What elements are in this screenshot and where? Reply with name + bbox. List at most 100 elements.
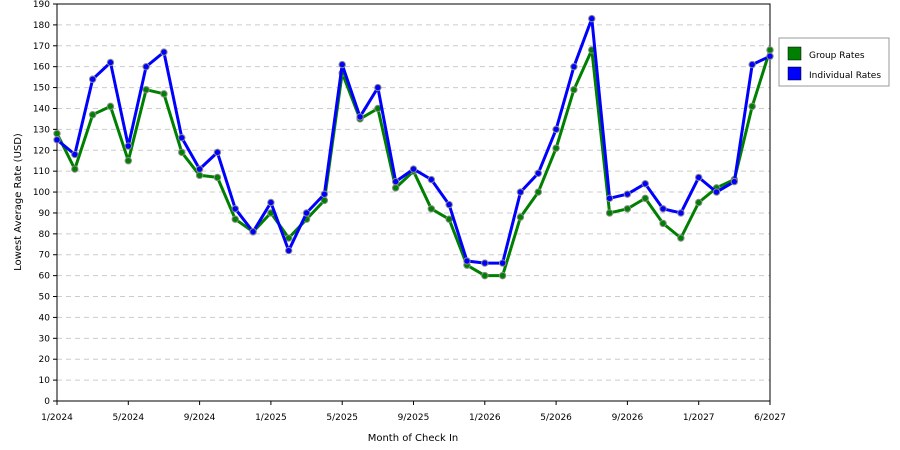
y-tick-label: 0	[44, 397, 50, 407]
x-tick-label: 5/2026	[540, 413, 572, 423]
series-line-group-rates	[55, 48, 772, 278]
x-axis-label: Month of Check In	[368, 433, 459, 444]
data-point-individual-rates	[106, 58, 115, 67]
data-point-individual-rates	[552, 125, 560, 134]
data-point-individual-rates	[267, 198, 275, 207]
data-point-individual-rates	[463, 257, 471, 265]
data-point-group-rates	[677, 234, 685, 242]
x-tick-label: 1/2025	[255, 413, 287, 423]
y-tick-label: 70	[39, 251, 51, 261]
data-point-individual-rates	[124, 142, 133, 150]
data-point-individual-rates	[320, 190, 329, 198]
x-tick-label: 1/2026	[469, 413, 501, 423]
data-point-group-rates	[106, 102, 115, 111]
data-point-group-rates	[498, 271, 507, 280]
y-tick-label: 190	[33, 0, 50, 10]
data-point-group-rates	[748, 102, 756, 111]
data-point-group-rates	[516, 213, 525, 221]
data-point-group-rates	[285, 234, 293, 242]
data-point-group-rates	[231, 215, 239, 223]
data-point-individual-rates	[481, 259, 489, 267]
legend: Group Rates Individual Rates	[778, 37, 890, 87]
data-point-group-rates	[623, 205, 632, 213]
data-point-group-rates	[88, 111, 97, 119]
data-point-group-rates	[195, 171, 204, 180]
data-point-individual-rates	[195, 165, 204, 173]
y-tick-label: 60	[39, 272, 51, 282]
data-point-individual-rates	[695, 173, 703, 182]
series-individual-rates	[53, 14, 774, 267]
data-point-group-rates	[160, 90, 168, 98]
data-point-individual-rates	[516, 188, 525, 196]
data-point-individual-rates	[748, 60, 756, 69]
data-point-individual-rates	[302, 209, 311, 217]
y-tick-label: 20	[39, 355, 51, 365]
legend-label-group: Group Rates	[809, 51, 865, 61]
data-series	[53, 14, 774, 280]
data-point-individual-rates	[285, 246, 293, 255]
data-point-group-rates	[695, 198, 703, 207]
x-axis-ticks: 1/2024 5/2024 9/2024 1/2025 5/2025 9/2025 1/20…	[41, 401, 786, 423]
y-tick-label: 80	[39, 230, 51, 240]
gridlines	[57, 24, 770, 381]
data-point-individual-rates	[178, 134, 186, 142]
data-point-individual-rates	[142, 62, 150, 71]
data-point-individual-rates	[677, 209, 685, 217]
data-point-group-rates	[124, 157, 133, 165]
x-tick-label: 6/2027	[754, 413, 786, 423]
legend-label-individual: Individual Rates	[809, 71, 881, 81]
data-point-individual-rates	[730, 177, 739, 186]
data-point-individual-rates	[641, 179, 649, 188]
data-point-individual-rates	[659, 205, 667, 213]
data-point-individual-rates	[409, 165, 418, 173]
data-point-group-rates	[605, 209, 614, 217]
data-point-individual-rates	[231, 205, 239, 213]
data-point-group-rates	[481, 271, 489, 280]
data-point-individual-rates	[427, 175, 436, 184]
data-point-individual-rates	[391, 177, 400, 186]
y-tick-label: 50	[39, 293, 51, 303]
y-tick-label: 140	[33, 104, 50, 114]
data-point-individual-rates	[160, 48, 168, 56]
data-point-individual-rates	[570, 62, 578, 71]
data-point-group-rates	[53, 129, 61, 138]
data-point-group-rates	[391, 184, 400, 192]
data-point-group-rates	[71, 165, 79, 173]
x-tick-label: 1/2027	[683, 413, 715, 423]
data-point-individual-rates	[498, 259, 507, 267]
y-tick-label: 180	[33, 21, 50, 31]
x-tick-label: 1/2024	[41, 413, 73, 423]
y-tick-label: 160	[33, 63, 50, 73]
y-tick-label: 100	[33, 188, 50, 198]
data-point-group-rates	[142, 85, 150, 94]
data-point-group-rates	[427, 205, 436, 213]
data-point-group-rates	[659, 219, 667, 228]
data-point-individual-rates	[249, 228, 257, 236]
data-point-individual-rates	[338, 60, 346, 69]
legend-swatch-group	[787, 46, 802, 61]
y-tick-label: 110	[33, 167, 50, 177]
data-point-group-rates	[445, 215, 453, 223]
y-tick-label: 170	[33, 42, 50, 52]
x-tick-label: 5/2024	[112, 413, 144, 423]
data-point-individual-rates	[445, 200, 453, 209]
y-tick-label: 40	[39, 313, 51, 323]
y-tick-label: 10	[39, 376, 51, 386]
data-point-group-rates	[552, 144, 560, 152]
legend-swatch-individual	[787, 66, 802, 81]
data-point-group-rates	[766, 46, 774, 54]
y-tick-label: 150	[33, 84, 50, 94]
series-group-rates	[53, 46, 774, 280]
y-tick-label: 90	[39, 209, 51, 219]
data-point-individual-rates	[605, 194, 614, 203]
data-point-group-rates	[213, 173, 222, 182]
data-point-individual-rates	[53, 136, 61, 144]
plot-area-frame	[56, 3, 771, 402]
y-tick-label: 30	[39, 334, 51, 344]
y-tick-label: 130	[33, 125, 50, 135]
data-point-individual-rates	[88, 75, 97, 83]
y-axis-label: Lowest Average Rate (USD)	[13, 133, 24, 271]
data-point-individual-rates	[712, 188, 721, 196]
y-axis-ticks: 0 10 20 30 40 50 60 70 80 90 100 110 120 130 140 150 160…	[33, 0, 57, 407]
